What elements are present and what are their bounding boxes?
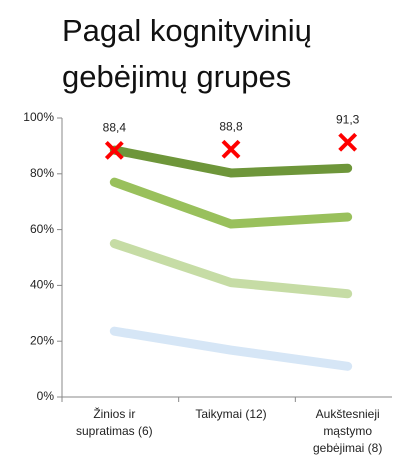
y-tick-label: 0% bbox=[37, 389, 55, 403]
series-line bbox=[109, 239, 353, 299]
x-marker bbox=[221, 139, 241, 159]
series-line bbox=[109, 326, 353, 371]
x-tick-label: Žinios ir supratimas (6) bbox=[76, 406, 153, 438]
x-marker-stroke bbox=[221, 139, 241, 159]
series-line bbox=[109, 177, 353, 229]
y-tick-label: 40% bbox=[30, 278, 54, 292]
chart-title: Pagal kognityvinių gebėjimų grupes bbox=[62, 13, 312, 94]
x-tick-label: Taikymai (12) bbox=[195, 407, 266, 421]
x-tick-label: Aukštesnieji mąstymo gebėjimai (8) bbox=[313, 407, 382, 455]
data-label: 91,3 bbox=[336, 112, 360, 126]
x-marker-stroke bbox=[104, 140, 124, 160]
x-marker bbox=[104, 140, 124, 160]
y-tick-label: 60% bbox=[30, 222, 54, 236]
y-tick-label: 20% bbox=[30, 333, 54, 347]
y-tick-label: 80% bbox=[30, 166, 54, 180]
data-label: 88,4 bbox=[103, 121, 127, 135]
x-marker bbox=[338, 132, 358, 152]
x-marker-stroke bbox=[338, 132, 358, 152]
series-line bbox=[109, 145, 353, 178]
y-tick-label: 100% bbox=[23, 110, 54, 124]
data-label: 88,8 bbox=[219, 119, 243, 133]
